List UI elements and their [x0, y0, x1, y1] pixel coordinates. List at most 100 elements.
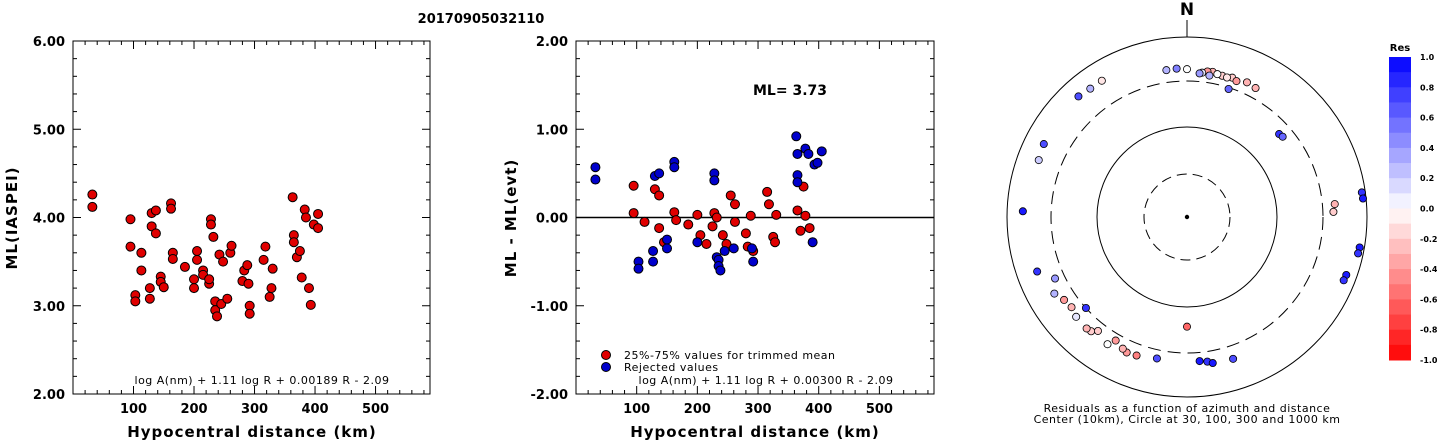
middle-y-tick-label: -1.00: [531, 300, 568, 315]
polar-station-point: [1018, 207, 1027, 216]
middle-panel: 100 200 300 400 500 -2.00 -1.00 0.00 1.00 2.00 M…: [502, 35, 935, 441]
left-data-point: [208, 231, 219, 242]
legend-accepted-label: 25%-75% values for trimmed mean: [624, 349, 836, 362]
left-data-point: [303, 283, 314, 294]
colorbar-cell: [1389, 344, 1411, 361]
left-data-point: [87, 201, 98, 212]
left-y-axis-label: ML(IASPEI): [3, 166, 21, 269]
left-x-tick-label: 500: [362, 402, 389, 417]
polar-station-point: [1132, 351, 1141, 360]
middle-x-ticks: 100 200 300 400 500: [575, 41, 929, 417]
middle-rejected-point: [812, 157, 823, 168]
left-y-tick-label: 3.00: [33, 300, 65, 315]
colorbar-cell: [1389, 253, 1411, 270]
polar-caption-line2: Center (10km), Circle at 30, 100, 300 an…: [1034, 413, 1341, 426]
colorbar-cell: [1389, 147, 1411, 164]
middle-rejected-point: [654, 168, 665, 179]
left-y-tick-label: 4.00: [33, 212, 65, 227]
middle-x-tick-label: 500: [866, 402, 893, 417]
left-data-point: [167, 253, 178, 264]
polar-station-point: [1330, 200, 1339, 209]
polar-station-point: [1213, 70, 1222, 79]
colorbar: Res 1.0 0.8 0.6 0.4 0.2 0.0 -0.2 -0.4 -0.6 -0.8 -1…: [1389, 43, 1437, 365]
polar-station-point: [1354, 249, 1363, 258]
left-y-ticks: 2.00 3.00 4.00 5.00 6.00: [33, 35, 430, 403]
ml-label: ML= 3.73: [753, 83, 827, 99]
polar-station-point: [1082, 324, 1091, 333]
left-x-tick-label: 400: [301, 402, 328, 417]
middle-x-axis-label: Hypocentral distance (km): [630, 423, 880, 441]
left-data-point: [192, 254, 203, 265]
middle-rejected-point: [792, 148, 803, 159]
middle-x-tick-label: 300: [744, 402, 771, 417]
polar-station-point: [1232, 77, 1241, 86]
polar-station-point: [1086, 84, 1095, 93]
left-data-point: [166, 203, 177, 214]
left-data-point: [313, 208, 324, 219]
polar-panel: N Residuals as a function of azimuth and…: [1006, 0, 1368, 426]
middle-y-axis-label: ML - ML(evt): [502, 159, 520, 277]
middle-rejected-point: [728, 243, 739, 254]
polar-station-point: [1229, 354, 1238, 363]
left-data-point: [243, 278, 254, 289]
left-y-tick-label: 5.00: [33, 123, 65, 138]
middle-rejected-point: [633, 263, 644, 274]
circle-1000km: [1006, 36, 1368, 398]
left-data-point: [125, 214, 136, 225]
polar-station-point: [1081, 304, 1090, 313]
polar-station-point: [1222, 73, 1231, 82]
colorbar-tick-label: 0.0: [1420, 205, 1435, 214]
middle-y-tick-label: 1.00: [536, 123, 568, 138]
left-data-point: [87, 189, 98, 200]
left-data-point: [267, 263, 278, 274]
left-data-point: [258, 254, 269, 265]
left-data-point: [144, 283, 155, 294]
colorbar-cell: [1389, 117, 1411, 134]
middle-accepted-point: [745, 210, 756, 221]
left-data-point: [266, 283, 277, 294]
middle-rejected-point: [807, 237, 818, 248]
middle-rejected-point: [816, 146, 827, 157]
polar-station-point: [1195, 69, 1204, 78]
middle-rejected-point: [590, 174, 601, 185]
middle-rejected-point: [746, 243, 757, 254]
circle-100km: [1096, 126, 1278, 308]
middle-accepted-point: [729, 199, 740, 210]
polar-station-point: [1103, 340, 1112, 349]
middle-rejected-point: [715, 265, 726, 276]
left-data-point: [150, 228, 161, 239]
middle-rejected-point: [662, 243, 673, 254]
polar-station-point: [1205, 71, 1214, 80]
colorbar-cell: [1389, 178, 1411, 194]
polar-station-point: [1172, 64, 1181, 73]
left-data-point: [204, 274, 215, 285]
middle-accepted-point: [729, 216, 740, 227]
colorbar-tick-label: 1.0: [1420, 53, 1435, 62]
polar-station-point: [1111, 336, 1120, 345]
middle-accepted-point: [762, 186, 773, 197]
polar-station-point: [1358, 194, 1367, 203]
figure-title: 20170905032110: [418, 12, 545, 27]
left-data-point: [226, 240, 237, 251]
middle-formula: log A(nm) + 1.11 log R + 0.00300 R - 2.0…: [639, 374, 894, 387]
left-data-point: [130, 296, 141, 307]
colorbar-tick-label: -0.2: [1420, 235, 1437, 244]
middle-accepted-point: [792, 205, 803, 216]
middle-y-ticks: -2.00 -1.00 0.00 1.00 2.00: [531, 35, 934, 403]
middle-accepted-point: [628, 208, 639, 219]
middle-rejected-point: [791, 131, 802, 142]
polar-station-point: [1162, 66, 1171, 75]
middle-rejected-point: [709, 175, 720, 186]
colorbar-cells: [1389, 57, 1411, 361]
polar-station-point: [1208, 359, 1217, 368]
polar-station-point: [1118, 344, 1127, 353]
polar-station-point: [1033, 267, 1042, 276]
middle-rejected-point: [792, 177, 803, 188]
colorbar-cell: [1389, 208, 1411, 225]
left-data-point: [218, 256, 229, 267]
left-data-point: [136, 247, 147, 258]
middle-points: [590, 131, 827, 276]
middle-y-tick-label: -2.00: [531, 388, 568, 403]
left-data-point: [260, 241, 271, 252]
middle-accepted-point: [692, 209, 703, 220]
